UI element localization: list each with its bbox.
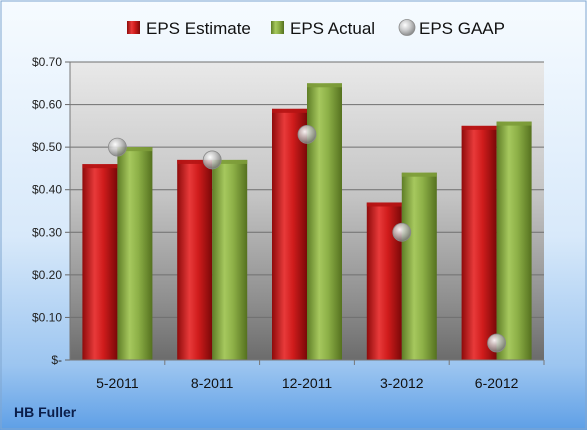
- legend: EPS Estimate EPS Actual EPS GAAP: [127, 19, 505, 38]
- legend-swatch: [127, 21, 140, 34]
- legend-label: EPS Estimate: [146, 19, 251, 38]
- bar-eps-estimate: [82, 164, 118, 360]
- legend-swatch: [271, 21, 284, 34]
- bar-eps-actual: [307, 83, 342, 361]
- point-eps-gaap: [202, 150, 222, 170]
- bar-top-cap: [461, 125, 497, 130]
- bar-eps-actual: [401, 172, 437, 360]
- gaap-points: [108, 124, 507, 353]
- company-label: HB Fuller: [14, 404, 77, 420]
- bar-top-cap: [82, 164, 118, 169]
- bar-eps-estimate: [272, 108, 307, 360]
- y-tick-label: $0.50: [32, 140, 62, 154]
- bar-eps-actual: [212, 159, 248, 360]
- bar-top-cap: [496, 121, 532, 126]
- bar-eps-actual: [496, 121, 532, 360]
- point-eps-gaap: [297, 124, 317, 144]
- bar-eps-estimate: [461, 125, 497, 360]
- bar-top-cap: [117, 147, 153, 152]
- y-tick-label: $0.40: [32, 183, 62, 197]
- x-tick-label: 3-2012: [380, 375, 424, 391]
- point-eps-gaap: [108, 137, 127, 157]
- y-tick-label: $0.30: [32, 225, 62, 239]
- point-eps-gaap: [487, 333, 507, 353]
- legend-label: EPS Actual: [290, 19, 375, 38]
- bar-top-cap: [307, 83, 342, 88]
- point-eps-gaap: [392, 222, 412, 242]
- y-tick-label: $0.60: [32, 98, 62, 112]
- bar-top-cap: [272, 108, 307, 113]
- x-tick-label: 5-2011: [96, 375, 139, 391]
- bars: [82, 83, 532, 361]
- legend-label: EPS GAAP: [419, 19, 505, 38]
- bar-eps-actual: [117, 147, 153, 360]
- bar-top-cap: [212, 159, 248, 164]
- y-tick-label: $0.10: [32, 310, 62, 324]
- y-tick-label: $0.70: [32, 55, 62, 69]
- bar-top-cap: [177, 159, 213, 164]
- x-tick-label: 6-2012: [475, 375, 519, 391]
- y-axis: $- $0.10 $0.20 $0.30 $0.40 $0.50 $0.60 $0.70: [32, 55, 71, 367]
- bar-top-cap: [366, 202, 402, 207]
- x-tick-label: 8-2011: [191, 375, 234, 391]
- y-tick-label: $0.20: [32, 268, 62, 282]
- bar-top-cap: [401, 172, 437, 177]
- legend-swatch: [398, 19, 416, 36]
- x-axis: 5-2011 8-2011 12-2011 3-2012 6-2012: [70, 359, 545, 391]
- bar-eps-estimate: [177, 159, 213, 360]
- x-tick-label: 12-2011: [282, 375, 333, 391]
- y-tick-label: $-: [51, 353, 62, 367]
